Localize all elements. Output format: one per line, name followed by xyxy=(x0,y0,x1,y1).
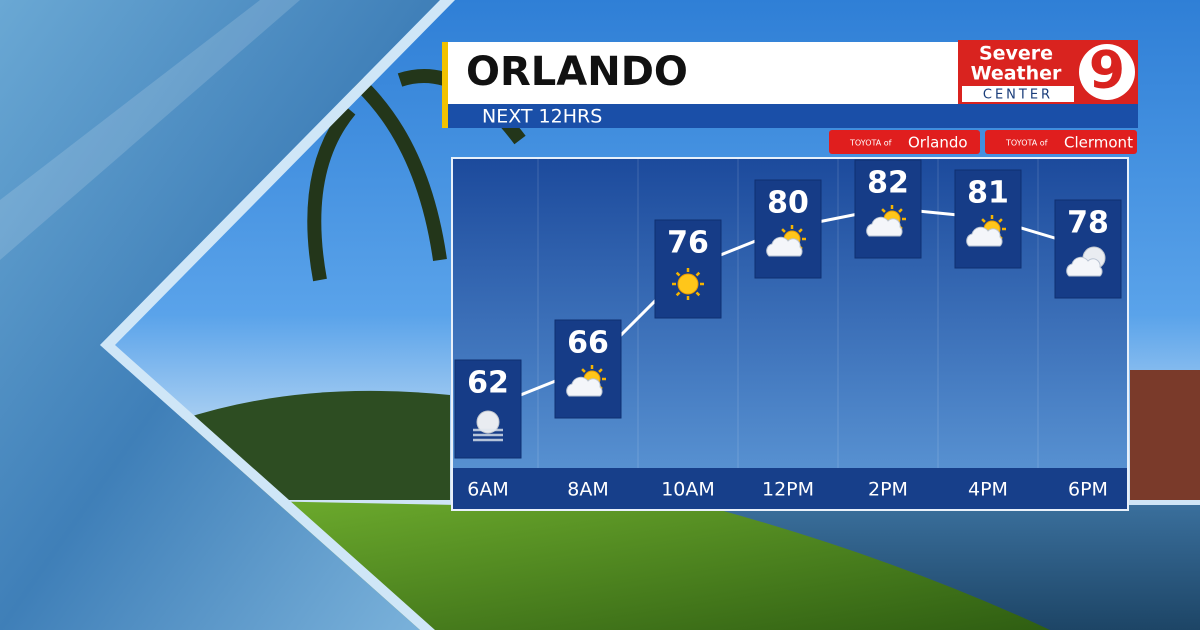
x-tick-label: 8AM xyxy=(567,479,608,501)
sponsor xyxy=(985,130,1137,154)
x-tick-label: 6AM xyxy=(467,479,508,501)
temp-label: 81 xyxy=(967,176,1009,211)
temp-label: 78 xyxy=(1067,206,1109,241)
weather-icon xyxy=(766,225,806,257)
weather-icon xyxy=(473,410,503,442)
weather-icon xyxy=(672,268,704,300)
weather-icon xyxy=(1066,246,1106,277)
x-tick-label: 4PM xyxy=(968,479,1008,501)
sponsor-dealer: Clermont xyxy=(1064,134,1133,152)
plot: 62 6AM 66 8AM 76 10AM 80 12PM 82 2PM 81 4PM 78 6PM xyxy=(454,159,1122,501)
temp-box xyxy=(854,159,922,259)
subtitle: NEXT 12HRS xyxy=(482,106,602,128)
temp-label: 62 xyxy=(467,366,509,401)
logo-text: Severe xyxy=(979,43,1053,65)
title: ORLANDO xyxy=(466,49,688,95)
icon-ray xyxy=(781,228,786,233)
icon-ray xyxy=(695,271,701,277)
side-panel xyxy=(0,0,440,630)
weather-icon xyxy=(966,215,1006,247)
temp-label: 80 xyxy=(767,186,809,221)
icon-ray xyxy=(695,291,701,297)
temp-label: 76 xyxy=(667,226,709,261)
icon-ray xyxy=(675,291,681,297)
temp-label: 82 xyxy=(867,166,909,201)
sponsor-make: TOYOTA of xyxy=(1005,139,1048,148)
sponsor-make: TOYOTA of xyxy=(849,139,892,148)
icon-sun xyxy=(677,273,699,295)
icon-ray xyxy=(998,218,1003,223)
icon-ray xyxy=(898,208,903,213)
icon-ray xyxy=(981,218,986,223)
icon-cloud xyxy=(966,226,1003,247)
side-stripe xyxy=(0,0,300,260)
icon-ray xyxy=(675,271,681,277)
title-bar xyxy=(442,42,960,104)
icon-ray xyxy=(581,368,586,373)
icon-cloud xyxy=(1066,256,1103,277)
icon-ray xyxy=(881,208,886,213)
icon-cloud xyxy=(766,236,803,257)
temp-box xyxy=(454,359,522,459)
x-tick-label: 12PM xyxy=(762,479,814,501)
icon-cloud xyxy=(866,216,903,237)
icon-moon xyxy=(476,410,500,434)
icon-ray xyxy=(598,368,603,373)
temp-box xyxy=(754,179,822,279)
grass xyxy=(200,500,1050,630)
x-tick-label: 10AM xyxy=(661,479,715,501)
x-tick-label: 2PM xyxy=(868,479,908,501)
x-tick-label: 6PM xyxy=(1068,479,1108,501)
temp-box xyxy=(554,319,622,419)
icon-ray xyxy=(798,228,803,233)
sponsor-dealer: Orlando xyxy=(908,134,968,152)
temp-box xyxy=(954,169,1022,269)
logo-text: CENTER xyxy=(983,88,1053,103)
temp-label: 66 xyxy=(567,326,609,361)
axis-strip xyxy=(453,468,1127,509)
logo-strip xyxy=(962,86,1074,102)
building xyxy=(1130,370,1200,500)
icon-cloud xyxy=(566,376,603,397)
title-accent xyxy=(442,42,448,128)
weather-icon xyxy=(566,365,606,397)
weather-icon xyxy=(866,205,906,237)
logo-channel: 9 xyxy=(1089,41,1125,101)
logo-circle xyxy=(1079,44,1135,100)
logo-text: Weather xyxy=(971,63,1062,85)
subtitle-bar xyxy=(448,104,1138,128)
sponsor xyxy=(829,130,980,154)
